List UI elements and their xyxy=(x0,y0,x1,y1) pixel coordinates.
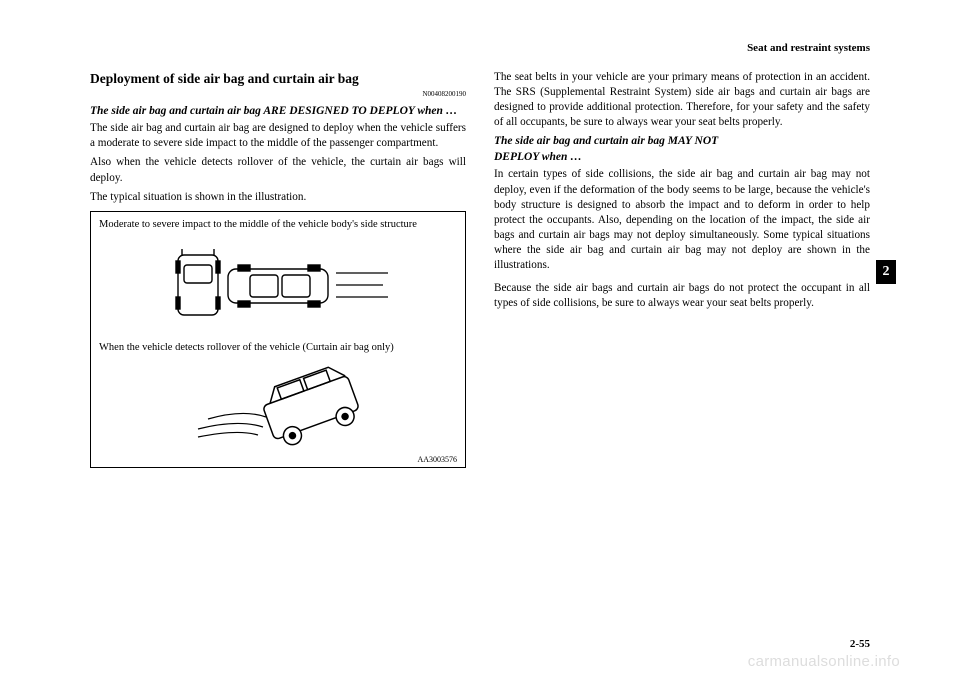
paragraph: The seat belts in your vehicle are your … xyxy=(494,70,870,130)
section-header: Seat and restraint systems xyxy=(747,42,870,54)
subheading-line: DEPLOY when … xyxy=(494,151,582,163)
subheading-line: The side air bag and curtain air bag MAY… xyxy=(494,135,718,147)
paragraph: Also when the vehicle detects rollover o… xyxy=(90,155,466,185)
illustration-side-impact xyxy=(99,235,457,335)
document-id: N00408200190 xyxy=(90,90,466,99)
page-number: 2-55 xyxy=(850,638,870,650)
paragraph: The typical situation is shown in the il… xyxy=(90,190,466,205)
illustration-rollover xyxy=(99,359,457,449)
figure-id: AA3003576 xyxy=(99,455,457,465)
figure-box: Moderate to severe impact to the middle … xyxy=(90,211,466,469)
paragraph: In certain types of side collisions, the… xyxy=(494,167,870,273)
subheading-designed-to-deploy: The side air bag and curtain air bag ARE… xyxy=(90,104,466,120)
page-content: Deployment of side air bag and curtain a… xyxy=(0,0,960,498)
figure-caption-1: Moderate to severe impact to the middle … xyxy=(99,218,457,232)
subheading-may-not-deploy: The side air bag and curtain air bag MAY… xyxy=(494,134,870,165)
paragraph: The side air bag and curtain air bag are… xyxy=(90,121,466,151)
watermark: carmanualsonline.info xyxy=(748,653,900,670)
chapter-tab: 2 xyxy=(876,260,896,284)
figure-caption-2: When the vehicle detects rollover of the… xyxy=(99,341,457,355)
paragraph: Because the side air bags and curtain ai… xyxy=(494,281,870,311)
right-column: The seat belts in your vehicle are your … xyxy=(494,70,870,468)
left-column: Deployment of side air bag and curtain a… xyxy=(90,70,466,468)
heading-deployment: Deployment of side air bag and curtain a… xyxy=(90,70,466,88)
